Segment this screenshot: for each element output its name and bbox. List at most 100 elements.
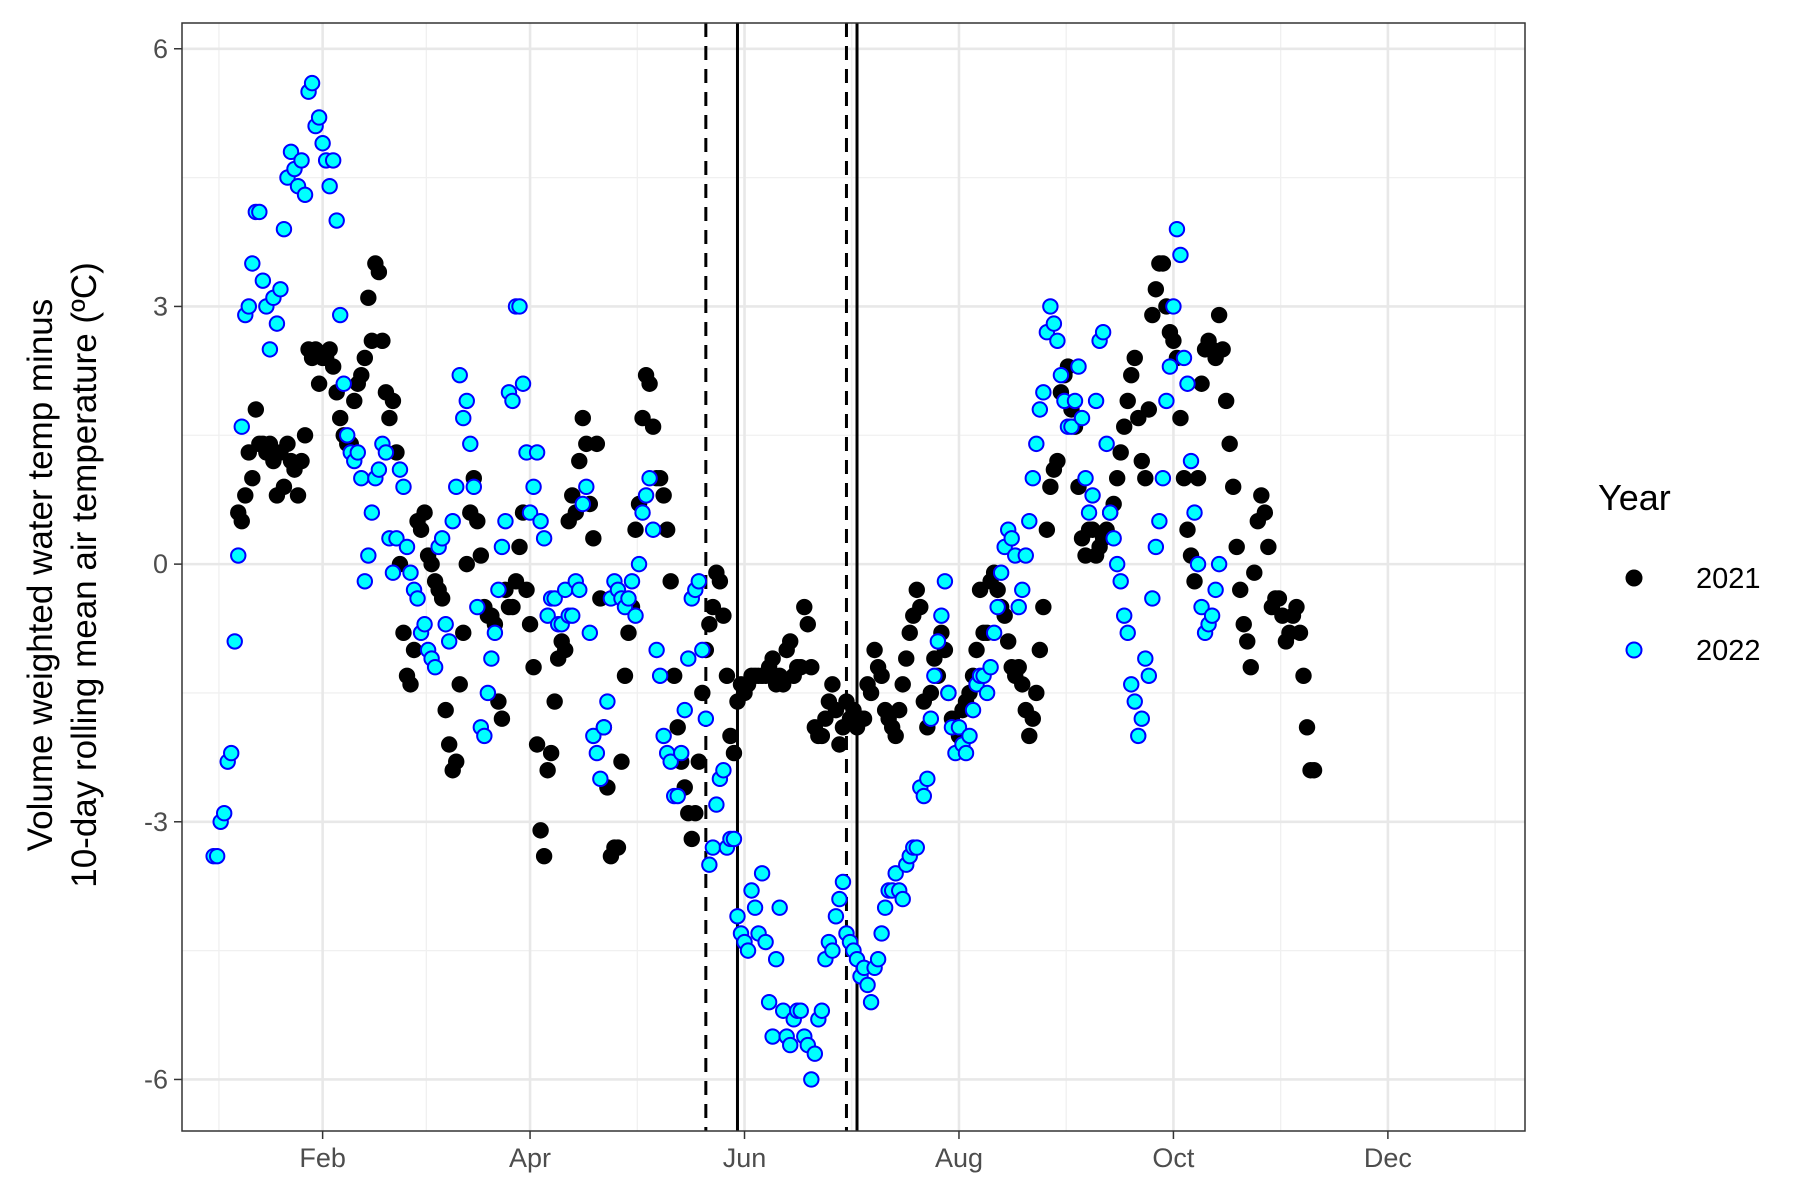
point-2022 — [1070, 358, 1087, 375]
point-2021 — [1189, 470, 1207, 487]
point-2022 — [388, 530, 405, 547]
point-2022 — [332, 306, 349, 324]
point-2022 — [233, 418, 250, 435]
point-2022 — [448, 478, 465, 496]
x-tick-label: Feb — [299, 1143, 346, 1173]
point-2021 — [374, 332, 391, 349]
point-2021 — [261, 435, 279, 453]
point-2022 — [827, 908, 845, 925]
point-2021 — [711, 573, 729, 590]
point-2022 — [655, 727, 672, 745]
legend: Year 2021 2022 — [1598, 477, 1761, 667]
point-2021 — [862, 684, 880, 702]
point-2022 — [599, 693, 616, 710]
point-2021 — [866, 641, 883, 659]
y-tick-label: 3 — [153, 291, 168, 321]
point-2022 — [356, 573, 374, 590]
point-2021 — [683, 830, 700, 848]
point-2022 — [230, 547, 247, 564]
point-2021 — [528, 736, 546, 753]
point-2022 — [293, 152, 310, 169]
point-2022 — [440, 633, 458, 650]
point-2022 — [483, 650, 500, 667]
point-2021 — [535, 847, 553, 865]
point-2022 — [662, 753, 679, 770]
point-2021 — [532, 822, 549, 839]
point-2021 — [233, 512, 250, 530]
point-2021 — [616, 667, 634, 684]
y-tick-label: 6 — [153, 34, 168, 64]
point-2022 — [377, 444, 395, 461]
point-2022 — [1024, 470, 1042, 487]
point-2021 — [1295, 667, 1312, 684]
point-2022 — [546, 590, 563, 607]
point-2022 — [595, 719, 613, 736]
point-2022 — [493, 538, 511, 556]
point-2022 — [620, 590, 637, 607]
point-2021 — [1126, 349, 1143, 367]
point-2021 — [332, 409, 349, 427]
point-2022 — [426, 658, 444, 676]
point-2022 — [223, 744, 240, 762]
legend-label-2021: 2021 — [1696, 563, 1761, 595]
point-2021 — [1024, 710, 1042, 727]
point-2021 — [356, 349, 374, 367]
point-2022 — [1172, 246, 1189, 264]
point-2022 — [694, 641, 711, 659]
point-2022 — [760, 993, 778, 1011]
legend-label-2022: 2022 — [1696, 635, 1761, 667]
point-2021 — [469, 512, 486, 530]
point-2022 — [353, 470, 370, 487]
point-2022 — [1021, 512, 1038, 530]
point-2022 — [391, 461, 409, 478]
point-2021 — [968, 641, 985, 659]
point-2021 — [1137, 470, 1154, 487]
point-2022 — [627, 607, 644, 624]
point-2022 — [1063, 418, 1080, 435]
point-2022 — [275, 220, 293, 238]
point-2022 — [782, 1036, 799, 1054]
point-2022 — [226, 633, 243, 650]
point-2022 — [1014, 581, 1031, 599]
point-2021 — [237, 487, 254, 504]
point-2022 — [873, 925, 890, 942]
x-tick-label: Jun — [723, 1143, 767, 1173]
point-2022 — [950, 719, 968, 736]
point-2022 — [240, 298, 257, 315]
point-2021 — [817, 710, 834, 727]
point-2021 — [922, 684, 940, 702]
point-2021 — [1035, 598, 1052, 616]
point-2021 — [353, 366, 370, 384]
point-2022 — [1087, 392, 1105, 410]
point-2022 — [792, 1002, 809, 1019]
point-2022 — [964, 701, 982, 719]
point-2022 — [908, 839, 925, 856]
point-2021 — [310, 375, 328, 392]
point-2022 — [514, 375, 532, 392]
point-2021 — [472, 547, 490, 564]
point-2022 — [1189, 555, 1207, 573]
x-tick-label: Oct — [1152, 1143, 1195, 1173]
point-2022 — [1017, 547, 1034, 564]
point-2022 — [704, 839, 722, 856]
point-2022 — [1112, 573, 1129, 590]
point-2022 — [363, 504, 381, 521]
point-2022 — [929, 633, 947, 650]
point-2021 — [1133, 452, 1150, 470]
point-2021 — [658, 521, 676, 538]
point-2021 — [690, 753, 708, 770]
point-2021 — [641, 375, 658, 392]
point-2021 — [574, 409, 591, 427]
point-2021 — [894, 676, 911, 693]
point-2022 — [490, 581, 507, 599]
point-2021 — [448, 753, 465, 770]
point-2022 — [813, 1002, 831, 1019]
point-2021 — [898, 650, 915, 667]
point-2021 — [715, 607, 732, 624]
point-2022 — [1052, 366, 1070, 384]
point-2021 — [782, 633, 799, 650]
point-2022 — [1203, 607, 1221, 624]
point-2022 — [451, 366, 468, 384]
